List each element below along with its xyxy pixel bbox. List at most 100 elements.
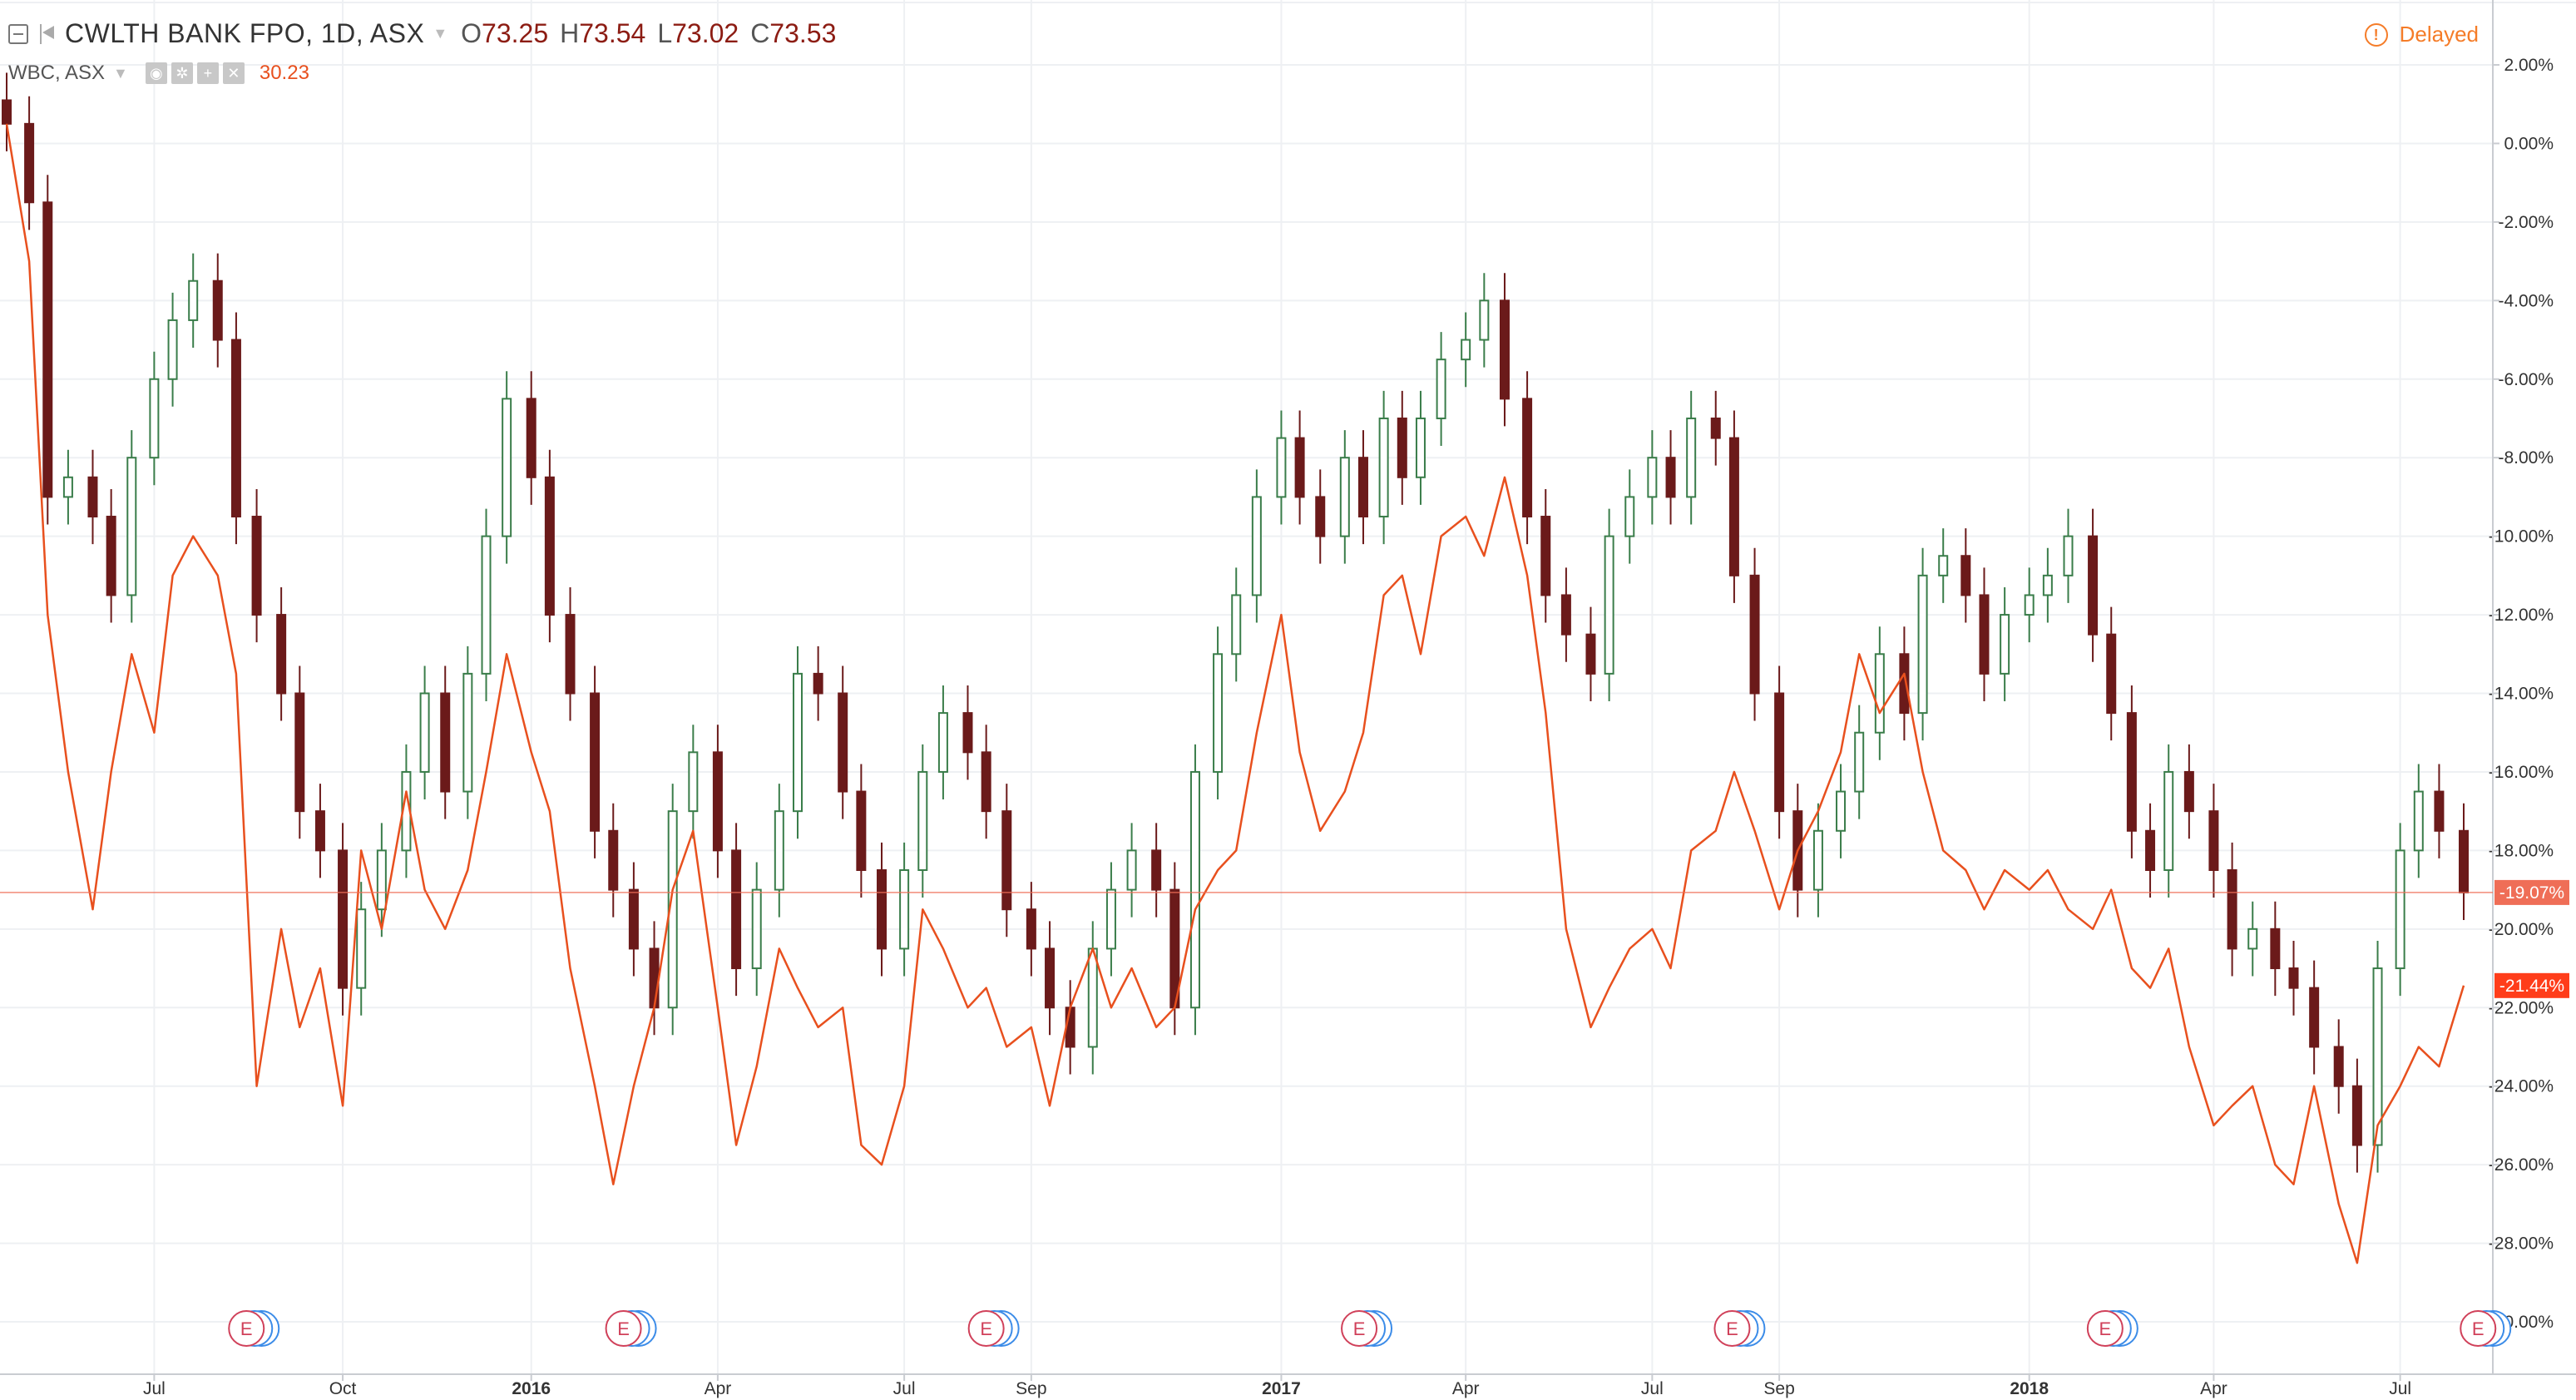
candle-body — [1378, 417, 1389, 518]
collapse-icon[interactable] — [8, 23, 28, 44]
candle-body — [1315, 496, 1326, 537]
earnings-event-label: E — [240, 1318, 253, 1339]
compare-title[interactable]: WBC, ASX — [8, 62, 106, 84]
eye-icon[interactable]: ◉ — [145, 62, 167, 84]
candle-body — [608, 829, 619, 891]
ohlc-close: C73.53 — [750, 18, 836, 49]
x-tick-label: Jul — [1641, 1379, 1664, 1398]
candle-body — [1899, 653, 1910, 715]
candle-body — [1874, 653, 1885, 734]
earnings-event-marker[interactable]: E — [605, 1310, 657, 1347]
candle-body — [1604, 535, 1614, 675]
x-tick-label: 2016 — [512, 1379, 551, 1398]
candle-body — [1540, 516, 1551, 596]
candle-body — [167, 319, 178, 380]
candle-body — [42, 201, 53, 498]
ohlc-open-value: 73.25 — [482, 18, 549, 48]
candle-body — [649, 947, 660, 1009]
earnings-event-circle — [1341, 1310, 1378, 1347]
y-tick-label: -24.00% — [2489, 1077, 2554, 1096]
earnings-event-marker[interactable]: E — [228, 1310, 280, 1347]
x-tick-label: Jul — [2389, 1379, 2411, 1398]
candle-body — [2088, 535, 2099, 636]
chevron-down-icon[interactable]: ▼ — [433, 25, 448, 42]
candle-body — [24, 122, 35, 204]
compare-line — [5, 123, 2465, 1264]
x-axis: Jul Oct 2016 Apr Jul Sep 2017 Apr Jul Sep 2018 Apr J… — [0, 1373, 2576, 1398]
earnings-event-marker[interactable]: E — [1341, 1310, 1393, 1347]
earnings-event-label: E — [1353, 1318, 1366, 1339]
y-tick-label: -6.00% — [2498, 370, 2554, 389]
candle-body — [2372, 967, 2383, 1146]
candle-body — [2042, 574, 2053, 596]
x-tick-label: 2018 — [2010, 1379, 2049, 1398]
y-tick-label: -22.00% — [2489, 998, 2554, 1017]
candle-body — [87, 476, 98, 518]
candle-body — [565, 614, 576, 695]
earnings-event-label: E — [1726, 1318, 1738, 1339]
candle-body — [1126, 849, 1137, 891]
candle-body — [1917, 574, 1928, 715]
candle-body — [212, 280, 223, 341]
earnings-event-marker[interactable]: E — [2460, 1310, 2512, 1347]
delayed-status[interactable]: ! Delayed — [2364, 22, 2479, 47]
candle-body — [1339, 457, 1350, 537]
earnings-event-circle — [228, 1310, 265, 1347]
ohlc-low: L73.02 — [657, 18, 739, 49]
y-tick-label: 0.00% — [2504, 134, 2554, 153]
earnings-event-circle — [967, 1310, 1005, 1347]
candle-body — [1294, 437, 1305, 498]
close-icon[interactable]: ✕ — [222, 62, 245, 84]
candle-body — [1585, 633, 1596, 675]
earnings-event-marker[interactable]: E — [1713, 1310, 1766, 1347]
candle-body — [338, 849, 349, 989]
candle-body — [981, 751, 991, 813]
symbol-title[interactable]: CWLTH BANK FPO, 1D, ASX — [65, 18, 425, 48]
ohlc-low-key: L — [657, 18, 673, 48]
candle-body — [2288, 967, 2299, 989]
candle-body — [2163, 770, 2174, 871]
candle-body — [792, 672, 803, 813]
flag-icon[interactable] — [38, 23, 57, 44]
y-tick-label: -12.00% — [2489, 606, 2554, 625]
earnings-event-label: E — [980, 1318, 992, 1339]
candle-body — [2413, 790, 2424, 852]
candle-body — [1854, 731, 1865, 793]
candle-body — [2106, 633, 2117, 715]
candle-body — [856, 790, 867, 871]
candle-body — [1665, 457, 1676, 498]
x-tick-label: Oct — [329, 1379, 357, 1398]
ohlc-high-value: 73.54 — [579, 18, 646, 48]
ohlc-high-key: H — [560, 18, 580, 48]
x-tick-label: Jul — [893, 1379, 916, 1398]
y-tick-label: -14.00% — [2489, 685, 2554, 704]
chevron-down-icon[interactable]: ▼ — [113, 64, 128, 82]
y-tick-label: -10.00% — [2489, 527, 2554, 547]
y-tick-label: -26.00% — [2489, 1155, 2554, 1175]
main-last-value-label: -19.07% — [2499, 883, 2564, 903]
earnings-event-label: E — [617, 1318, 630, 1339]
earnings-event-circle — [2086, 1310, 2124, 1347]
candle-body — [1960, 555, 1971, 596]
candle-body — [2063, 535, 2074, 576]
main-series-legend[interactable]: CWLTH BANK FPO, 1D, ASX ▼ O73.25 H73.54 … — [8, 18, 848, 49]
candle-body — [712, 751, 723, 852]
earnings-event-marker[interactable]: E — [2086, 1310, 2138, 1347]
y-tick-label: 2.00% — [2504, 56, 2554, 75]
candle-body — [1728, 437, 1739, 576]
earnings-event-marker[interactable]: E — [967, 1310, 1020, 1347]
candle-body — [838, 692, 848, 793]
gear-icon[interactable]: ✲ — [171, 62, 193, 84]
warning-icon: ! — [2364, 22, 2388, 47]
candle-body — [2126, 712, 2137, 832]
candle-body — [2395, 849, 2405, 970]
candle-body — [1479, 299, 1490, 341]
plus-icon[interactable]: + — [196, 62, 219, 84]
ohlc-close-value: 73.53 — [769, 18, 837, 48]
candle-body — [2145, 829, 2156, 871]
compare-series-legend[interactable]: WBC, ASX ▼ ◉ ✲ + ✕ 30.23 — [8, 62, 309, 85]
candle-body — [628, 888, 639, 950]
